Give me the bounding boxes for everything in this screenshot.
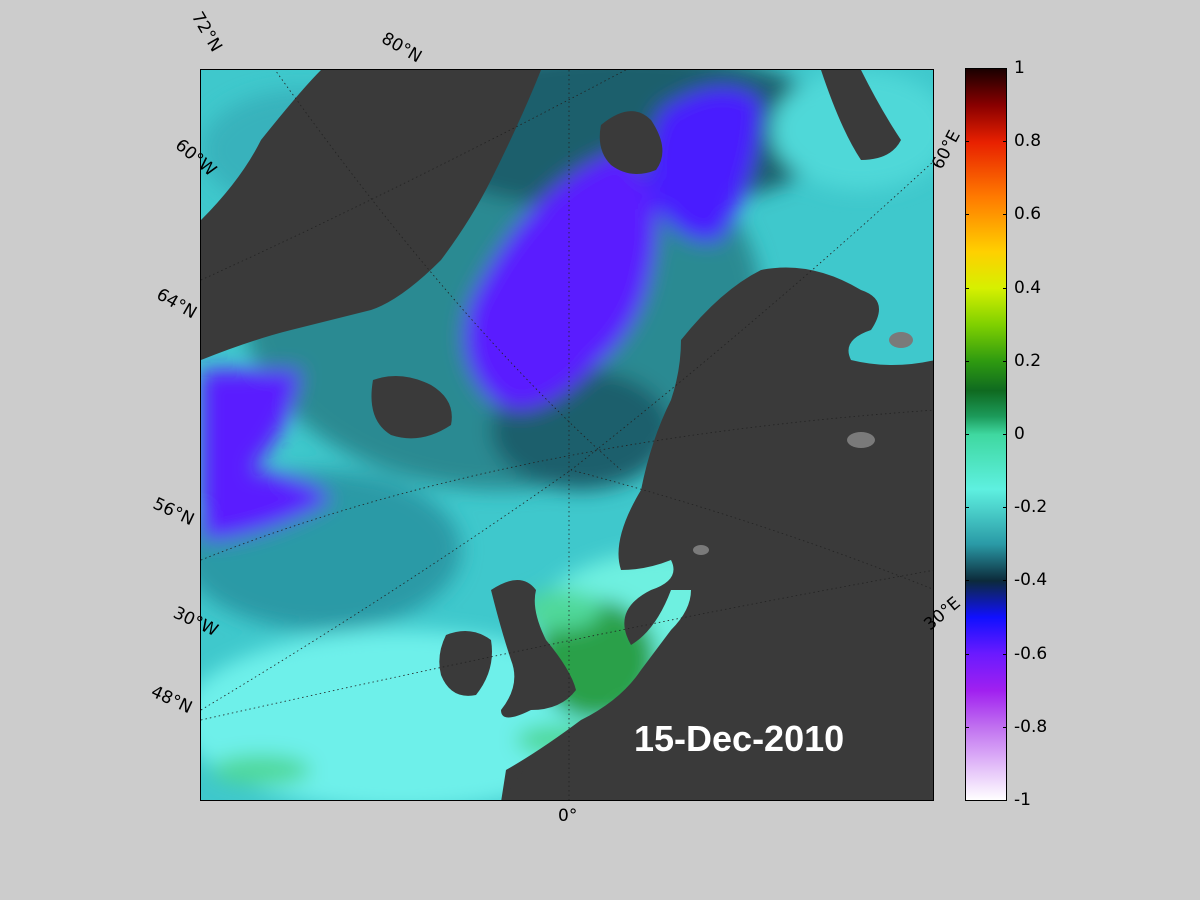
- colorbar-tick-mark: [965, 580, 969, 582]
- colorbar-tick-mark: [965, 214, 969, 216]
- colorbar-tick-mark: [965, 800, 969, 801]
- colorbar-tick-mark: [965, 287, 969, 289]
- colorbar-tick-label: 0.2: [1014, 350, 1042, 371]
- colorbar-tick-label: -0.2: [1014, 497, 1048, 518]
- colorbar-tick-mark: [965, 507, 969, 509]
- ireland: [439, 631, 492, 696]
- lat-56-label: 56°N: [149, 493, 198, 531]
- scandinavia: [501, 267, 933, 800]
- colorbar-tick-label: 1: [1014, 58, 1025, 78]
- colorbar-tick-mark: [1003, 507, 1007, 509]
- colorbar-tick-mark: [965, 141, 969, 143]
- colorbar-tick-label: 0: [1014, 424, 1025, 444]
- colorbar-tick-label: -1: [1014, 790, 1031, 810]
- lake-detail: [693, 332, 913, 555]
- colorbar-tick-mark: [965, 726, 969, 728]
- colorbar-tick-mark: [1003, 141, 1007, 143]
- colorbar-tick-mark: [1003, 800, 1007, 801]
- colorbar-tick-mark: [1003, 653, 1007, 655]
- iceland: [371, 376, 452, 439]
- anomaly-map: [201, 70, 933, 800]
- lon-0-label: 0°: [558, 806, 578, 826]
- colorbar-tick-mark: [1003, 68, 1007, 69]
- colorbar-tick-mark: [1003, 580, 1007, 582]
- graticule: [201, 70, 933, 800]
- map-panel: [200, 69, 934, 801]
- lat-48-label: 48°N: [147, 681, 196, 719]
- land: [201, 70, 933, 800]
- colorbar-tick-label: 0.4: [1014, 277, 1042, 298]
- lat-80-label: 80°N: [377, 28, 425, 68]
- great-britain: [491, 580, 576, 718]
- greenland: [201, 70, 541, 360]
- colorbar-tick-mark: [1003, 434, 1007, 435]
- lat-64-label: 64°N: [152, 284, 200, 324]
- colorbar-tick-mark: [1003, 360, 1007, 362]
- colorbar-tick-label: -0.8: [1014, 716, 1048, 737]
- colorbar-tick-label: -0.4: [1014, 570, 1048, 591]
- colorbar-tick-mark: [1003, 214, 1007, 216]
- colorbar-tick-label: 0.8: [1014, 131, 1042, 152]
- colorbar-tick-mark: [965, 434, 969, 435]
- colorbar-tick-mark: [1003, 287, 1007, 289]
- colorbar-tick-label: 0.6: [1014, 204, 1042, 225]
- colorbar-tick-mark: [965, 360, 969, 362]
- lat-72-label: 72°N: [187, 8, 226, 56]
- colorbar-tick-mark: [965, 68, 969, 69]
- colorbar-tick-label: -0.6: [1014, 643, 1048, 664]
- svalbard: [599, 111, 663, 174]
- continental-europe: [502, 760, 601, 800]
- colorbar: [965, 68, 1007, 801]
- colorbar-tick-mark: [1003, 726, 1007, 728]
- date-label: 15-Dec-2010: [634, 718, 845, 759]
- novaya-zemlya: [821, 70, 901, 160]
- colorbar-tick-mark: [965, 653, 969, 655]
